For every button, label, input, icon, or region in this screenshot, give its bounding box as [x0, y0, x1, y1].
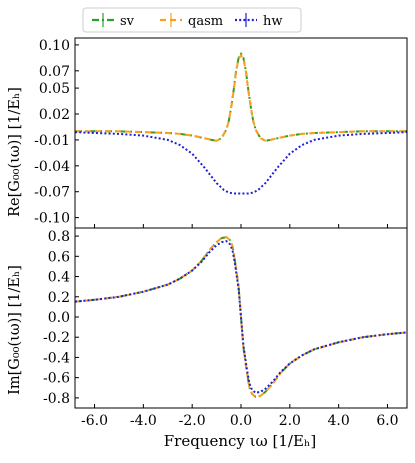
y-tick-label: 0.02	[39, 107, 70, 123]
legend-label-sv: sv	[120, 14, 135, 29]
im-plot-area	[75, 236, 407, 398]
re-y-axis-label: Re[G₀₀(ιω)] [1/Eₕ]	[7, 87, 23, 217]
y-tick-label: -0.2	[43, 330, 70, 346]
legend-entries: sv qasm hw	[92, 13, 283, 29]
series-line-hw	[75, 131, 407, 195]
y-tick-label: 0.10	[39, 38, 70, 54]
legend-label-hw: hw	[263, 14, 283, 29]
x-axis-label: Frequency ιω [1/Eₕ]	[164, 432, 317, 450]
legend-item-qasm: qasm	[160, 13, 223, 29]
x-tick-label: -2.0	[179, 413, 206, 429]
re-y-ticks: 0.10 0.070.05 0.02 -0.01 -0.04 -0.07 -0.10	[34, 38, 79, 227]
legend: sv qasm hw	[82, 7, 302, 33]
y-tick-label: -0.4	[43, 350, 70, 366]
panel-im: 0.8 0.6 0.4 0.2 0.0 -0.2 -0.4 -0.6 -0.8 -6.0 -4.0…	[7, 227, 408, 429]
y-tick-label: 0.07	[39, 64, 70, 80]
series-line-sv	[75, 52, 407, 142]
series-group	[75, 236, 407, 398]
re-x-ticks	[94, 224, 388, 228]
series-line-qasm	[75, 54, 407, 142]
y-tick-label: -0.04	[34, 159, 70, 175]
x-tick-label: 0.0	[230, 413, 252, 429]
x-tick-label: 6.0	[376, 413, 398, 429]
x-tick-label: 2.0	[279, 413, 301, 429]
y-tick-label: 0.8	[48, 229, 70, 245]
y-tick-label: -0.6	[43, 371, 70, 387]
y-tick-label: 0.6	[48, 249, 70, 265]
re-plot-area	[75, 52, 407, 195]
y-tick-label: -0.07	[34, 185, 70, 201]
series-line-qasm	[75, 236, 407, 398]
y-tick-label: 0.05	[39, 81, 70, 97]
series-group	[75, 52, 407, 195]
legend-item-sv: sv	[92, 13, 135, 29]
im-x-ticks: -6.0 -4.0 -2.0 0.0 2.0 4.0 6.0	[81, 404, 399, 429]
y-tick-label: -0.01	[34, 133, 70, 149]
legend-label-qasm: qasm	[188, 14, 223, 29]
y-tick-label: 0.4	[48, 270, 70, 286]
x-tick-label: 4.0	[328, 413, 350, 429]
x-tick-label: -6.0	[81, 413, 108, 429]
legend-item-hw: hw	[235, 13, 283, 29]
im-y-axis-label: Im[G₀₀(ιω)] [1/Eₕ]	[7, 265, 23, 395]
panel-re: 0.10 0.070.05 0.02 -0.01 -0.04 -0.07 -0.10 Re[…	[7, 37, 408, 229]
y-tick-label: 0.2	[48, 290, 70, 306]
x-tick-label: -4.0	[130, 413, 157, 429]
y-tick-label: 0.0	[48, 310, 70, 326]
y-tick-label: -0.10	[34, 211, 70, 227]
y-tick-label: -0.8	[43, 391, 70, 407]
im-y-ticks: 0.8 0.6 0.4 0.2 0.0 -0.2 -0.4 -0.6 -0.8	[43, 229, 79, 407]
